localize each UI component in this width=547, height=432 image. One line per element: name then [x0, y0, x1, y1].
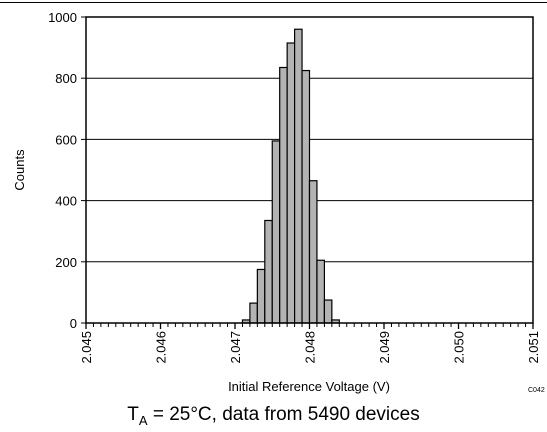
x-tick-label: 2.049 — [377, 331, 392, 364]
y-tick-label: 600 — [55, 132, 77, 147]
y-tick-label: 800 — [55, 71, 77, 86]
x-tick-label: 2.045 — [79, 331, 94, 364]
x-tick-labels: 2.045 2.046 2.047 2.048 2.049 2.050 2.051 — [79, 331, 541, 364]
caption-t-subscript: A — [138, 412, 148, 428]
x-tick-label: 2.048 — [303, 331, 318, 364]
histogram-bar — [271, 140, 281, 324]
top-rule — [0, 2, 547, 3]
histogram-bar — [279, 66, 288, 324]
histogram-bar — [294, 28, 303, 324]
x-axis-ticks — [85, 323, 534, 329]
y-tick-labels: 0 200 400 600 800 1000 — [48, 10, 77, 331]
y-axis-ticks — [81, 16, 86, 324]
histogram-chart: 2.045 2.046 2.047 2.048 2.049 2.050 2.051 0 200… — [12, 10, 545, 394]
y-tick-label: 0 — [70, 316, 77, 331]
histogram-bar — [308, 180, 318, 324]
x-tick-label: 2.046 — [154, 331, 169, 364]
x-axis-label: Initial Reference Voltage (V) — [228, 379, 390, 394]
figure-code-label: C042 — [528, 387, 545, 394]
histogram-bars — [241, 28, 340, 324]
histogram-bar — [256, 268, 266, 324]
histogram-bar — [301, 69, 311, 324]
x-tick-label: 2.047 — [228, 331, 243, 364]
y-axis-label: Counts — [12, 149, 27, 191]
histogram-bar — [323, 299, 333, 324]
caption-text: = 25°C, data from 5490 devices — [147, 404, 420, 425]
histogram-bar — [286, 42, 296, 324]
y-tick-label: 400 — [55, 194, 77, 209]
histogram-bar — [316, 259, 326, 324]
y-tick-label: 200 — [55, 255, 77, 270]
y-tick-label: 1000 — [48, 10, 77, 25]
caption-t-symbol: T — [127, 404, 139, 425]
figure-caption: TA = 25°C, data from 5490 devices — [0, 404, 547, 428]
histogram-bar — [264, 219, 273, 324]
histogram-bar — [249, 302, 258, 324]
x-tick-label: 2.050 — [452, 331, 467, 364]
x-tick-label: 2.051 — [526, 331, 541, 364]
